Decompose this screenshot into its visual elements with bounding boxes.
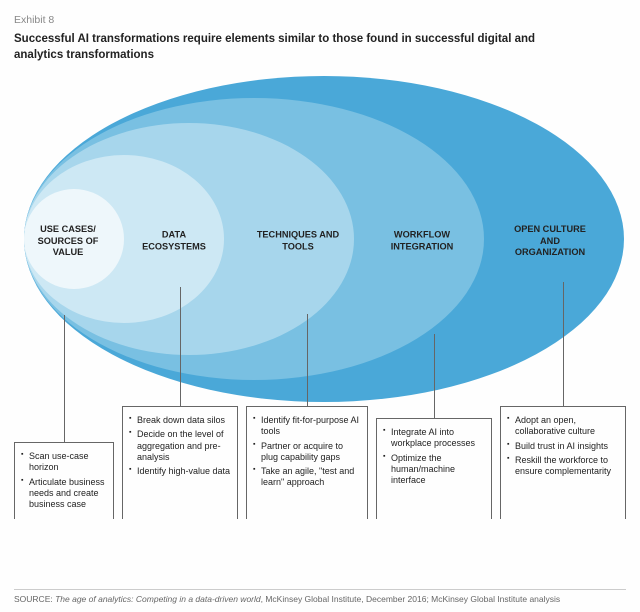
source-rest: , McKinsey Global Institute, December 20… [261, 594, 561, 604]
list-item: Break down data silos [129, 415, 231, 426]
callout-list: Identify fit-for-purpose AI tools Partner… [253, 415, 361, 489]
callout-c2: Break down data silos Decide on the level… [122, 406, 238, 519]
list-item: Optimize the human/machine interface [383, 453, 485, 487]
list-item: Articulate business needs and create bus… [21, 477, 107, 511]
callout-c4: Integrate AI into workplace processes Opt… [376, 418, 492, 519]
list-item: Partner or acquire to plug capability ga… [253, 441, 361, 464]
page-title: Successful AI transformations require el… [14, 32, 574, 63]
callout-list: Scan use-case horizon Articulate business… [21, 451, 107, 510]
leader-line [180, 287, 181, 407]
leader-line [563, 282, 564, 407]
list-item: Decide on the level of aggregation and p… [129, 429, 231, 463]
nested-ellipse-diagram: OPEN CULTURE AND ORGANIZATION WORKFLOW IN… [14, 69, 626, 409]
callout-row: Scan use-case horizon Articulate business… [14, 390, 626, 519]
list-item: Identify fit-for-purpose AI tools [253, 415, 361, 438]
list-item: Build trust in AI insights [507, 441, 619, 452]
list-item: Adopt an open, collaborative culture [507, 415, 619, 438]
list-item: Take an agile, "test and learn" approach [253, 466, 361, 489]
source-lead: SOURCE: [14, 594, 55, 604]
ring-label-r2: DATA ECOSYSTEMS [129, 230, 219, 253]
leader-line [64, 315, 65, 443]
callout-list: Integrate AI into workplace processes Opt… [383, 427, 485, 486]
list-item: Reskill the workforce to ensure compleme… [507, 455, 619, 478]
list-item: Identify high-value data [129, 466, 231, 477]
ring-label-r5: OPEN CULTURE AND ORGANIZATION [505, 224, 595, 259]
exhibit-label: Exhibit 8 [14, 14, 626, 26]
callout-c1: Scan use-case horizon Articulate business… [14, 442, 114, 519]
callout-c3: Identify fit-for-purpose AI tools Partner… [246, 406, 368, 519]
ring-label-r4: WORKFLOW INTEGRATION [377, 230, 467, 253]
ring-label-r1: USE CASES/ SOURCES OF VALUE [23, 224, 113, 259]
callout-list: Break down data silos Decide on the level… [129, 415, 231, 477]
source-line: SOURCE: The age of analytics: Competing … [14, 589, 626, 604]
list-item: Scan use-case horizon [21, 451, 107, 474]
leader-line [434, 334, 435, 419]
list-item: Integrate AI into workplace processes [383, 427, 485, 450]
ring-label-r3: TECHNIQUES AND TOOLS [253, 230, 343, 253]
callout-list: Adopt an open, collaborative culture Buil… [507, 415, 619, 477]
callout-c5: Adopt an open, collaborative culture Buil… [500, 406, 626, 519]
leader-line [307, 314, 308, 407]
source-italic: The age of analytics: Competing in a dat… [55, 594, 261, 604]
